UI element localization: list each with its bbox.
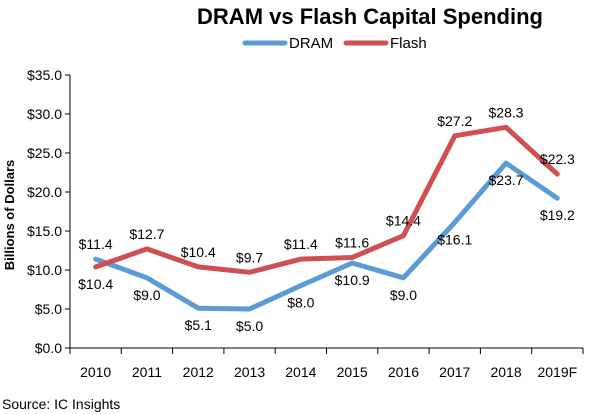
x-tick-label: 2010 <box>80 364 111 380</box>
data-label-dram: $5.1 <box>185 317 212 333</box>
legend: DRAM Flash <box>242 35 427 52</box>
x-tick-label: 2014 <box>285 364 316 380</box>
x-tick-label: 2019F <box>537 364 577 380</box>
y-tick-label: $0.0 <box>35 340 62 356</box>
series-line-flash <box>93 124 560 275</box>
data-label-flash: $14.4 <box>386 213 421 229</box>
x-axis: 2010 2011 2012 2013 2014 2015 2016 2017 2018 2019… <box>69 348 584 380</box>
data-label-flash: $10.4 <box>181 244 216 260</box>
y-axis-title: Billions of Dollars <box>2 160 17 271</box>
data-label-flash: $9.7 <box>236 249 263 265</box>
y-axis: $0.0 $5.0 $10.0 $15.0 $20.0 $25.0 $30.0 $35.0 <box>27 67 70 356</box>
data-label-dram: $8.0 <box>287 295 314 311</box>
data-label-dram: $23.7 <box>489 172 524 188</box>
data-label-dram: $16.1 <box>437 231 472 247</box>
x-tick-label: 2011 <box>132 364 162 380</box>
y-tick-label: $20.0 <box>27 184 62 200</box>
y-tick-label: $25.0 <box>27 145 62 161</box>
data-label-dram: $9.0 <box>133 287 160 303</box>
source-note: Source: IC Insights <box>2 396 120 412</box>
x-tick-label: 2015 <box>337 364 368 380</box>
x-tick-label: 2018 <box>490 364 521 380</box>
x-tick-label: 2017 <box>439 364 470 380</box>
data-label-dram: $5.0 <box>236 318 263 334</box>
data-label-flash: $10.4 <box>78 276 113 292</box>
y-tick-label: $5.0 <box>35 301 62 317</box>
data-label-flash: $12.7 <box>129 226 164 242</box>
data-label-dram: $11.4 <box>79 236 113 252</box>
data-label-flash: $22.3 <box>540 151 575 167</box>
y-tick-label: $30.0 <box>27 106 62 122</box>
legend-label-flash: Flash <box>390 35 427 52</box>
y-tick-label: $35.0 <box>27 67 62 83</box>
y-tick-label: $10.0 <box>27 262 62 278</box>
data-label-dram: $19.2 <box>540 207 575 223</box>
data-label-flash: $11.6 <box>335 235 369 251</box>
data-label-flash: $28.3 <box>489 104 524 120</box>
x-tick-label: 2016 <box>388 364 419 380</box>
data-label-flash: $11.4 <box>284 236 318 252</box>
series-lines <box>93 124 560 312</box>
data-label-dram: $9.0 <box>390 287 417 303</box>
x-tick-label: 2012 <box>183 364 214 380</box>
legend-label-dram: DRAM <box>289 35 333 52</box>
x-tick-label: 2013 <box>234 364 265 380</box>
y-tick-label: $15.0 <box>27 223 62 239</box>
data-label-dram: $10.9 <box>335 272 370 288</box>
data-label-flash: $27.2 <box>437 113 472 129</box>
series-line-dram <box>93 160 560 312</box>
data-labels: $11.4 $9.0 $5.1 $5.0 $8.0 $10.9 $9.0 $16.1 $23.7… <box>78 104 575 334</box>
chart-title: DRAM vs Flash Capital Spending <box>197 4 543 29</box>
